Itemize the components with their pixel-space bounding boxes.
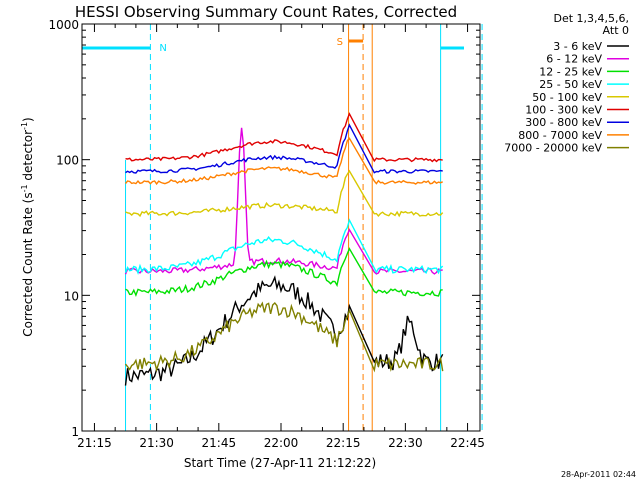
saa-label: S xyxy=(337,37,343,48)
legend-header: Det 1,3,4,5,6, xyxy=(553,12,629,25)
chart-title: HESSI Observing Summary Count Rates, Cor… xyxy=(75,3,457,21)
y-tick-label: 1 xyxy=(71,425,79,439)
y-tick-label: 10 xyxy=(64,289,79,303)
x-tick-label: 22:00 xyxy=(264,436,299,450)
series-line-50-100-kev xyxy=(125,169,444,218)
series-line-25-50-kev xyxy=(124,218,444,276)
series-layer xyxy=(124,112,444,386)
series-line-3-6-kev xyxy=(124,275,444,386)
legend-label: 25 - 50 keV xyxy=(539,78,602,91)
legend-header: Att 0 xyxy=(603,24,629,37)
series-line-12-25-kev xyxy=(125,247,443,297)
legend-label: 50 - 100 keV xyxy=(532,91,602,104)
observing-annotations: NS xyxy=(82,24,483,431)
legend-label: 300 - 800 keV xyxy=(525,116,602,129)
series-line-7000-20000-kev xyxy=(124,301,444,373)
x-tick-label: 22:15 xyxy=(326,436,361,450)
legend-label: 6 - 12 keV xyxy=(546,53,602,66)
legend-label: 12 - 25 keV xyxy=(539,65,602,78)
x-tick-label: 21:30 xyxy=(139,436,174,450)
series-line-800-7000-kev xyxy=(124,137,443,186)
x-tick-label: 22:30 xyxy=(388,436,423,450)
timestamp: 28-Apr-2011 02:44 xyxy=(561,470,636,479)
legend-label: 7000 - 20000 keV xyxy=(504,142,602,155)
x-tick-label: 21:15 xyxy=(77,436,112,450)
x-tick-label: 21:45 xyxy=(202,436,237,450)
legend-label: 3 - 6 keV xyxy=(553,40,602,53)
night-label: N xyxy=(159,43,166,54)
x-axis-label: Start Time (27-Apr-11 21:12:22) xyxy=(184,456,376,470)
y-tick-label: 100 xyxy=(56,154,79,168)
y-axis: 1 10 100 1000 xyxy=(48,18,480,439)
legend-label: 800 - 7000 keV xyxy=(518,129,602,142)
y-axis-label: Corrected Count Rate (s-1 detector-1) xyxy=(20,117,35,336)
series-line-300-800-kev xyxy=(125,123,443,174)
x-tick-label: 22:45 xyxy=(450,436,485,450)
y-tick-label: 1000 xyxy=(48,18,79,32)
series-line-100-300-kev xyxy=(125,112,443,163)
series-line-6-12-kev xyxy=(124,127,443,275)
legend-label: 100 - 300 keV xyxy=(525,104,602,117)
x-axis: 21:15 21:30 21:45 22:00 22:15 22:30 22:45 xyxy=(77,24,485,450)
